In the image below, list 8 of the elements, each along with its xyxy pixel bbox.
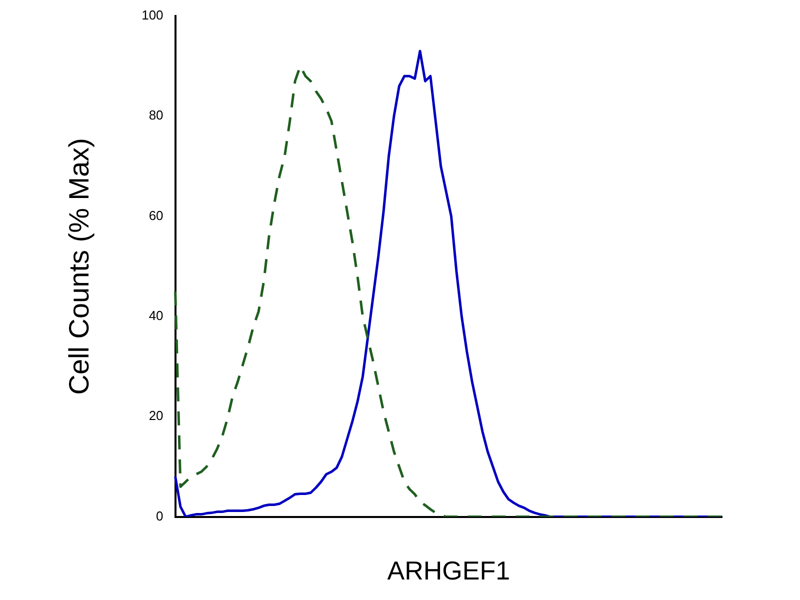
y-tick-label: 80 xyxy=(148,108,164,123)
y-tick-label: 20 xyxy=(148,408,164,424)
y-tick-label: 40 xyxy=(148,308,164,324)
y-tick-label: 60 xyxy=(148,208,164,223)
x-axis-title: ARHGEF1 xyxy=(387,556,510,586)
y-axis-title: Cell Counts (% Max) xyxy=(64,138,95,395)
y-tick-label: 100 xyxy=(142,8,164,23)
y-tick-label: 0 xyxy=(156,508,164,524)
